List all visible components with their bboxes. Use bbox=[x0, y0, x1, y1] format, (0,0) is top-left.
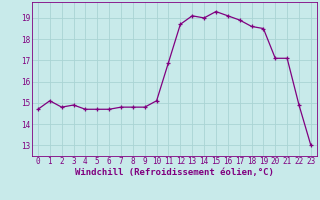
X-axis label: Windchill (Refroidissement éolien,°C): Windchill (Refroidissement éolien,°C) bbox=[75, 168, 274, 177]
